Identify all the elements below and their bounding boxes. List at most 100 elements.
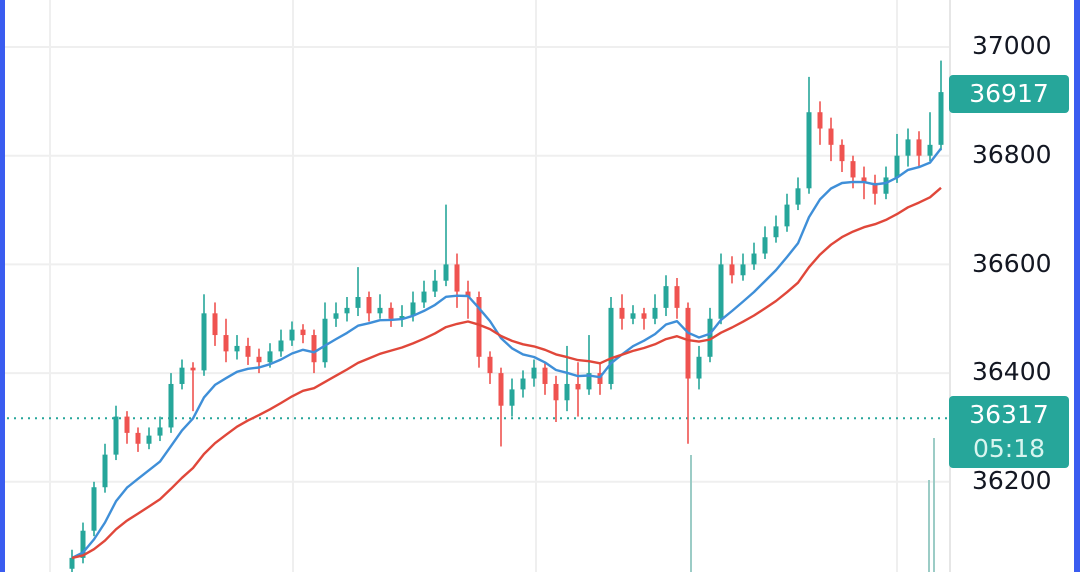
candle xyxy=(641,307,647,330)
candle-body xyxy=(410,302,416,317)
candle xyxy=(91,481,97,537)
candle-body xyxy=(894,155,900,178)
candle xyxy=(168,373,174,433)
candle xyxy=(553,375,559,423)
candle-body xyxy=(113,416,119,455)
candle-body xyxy=(542,367,548,384)
candle-body xyxy=(344,307,350,314)
candle-body xyxy=(509,389,515,406)
y-tick-label: 36200 xyxy=(972,466,1052,495)
candle xyxy=(839,139,845,173)
candle-body xyxy=(432,280,438,292)
candle xyxy=(344,297,350,322)
grid xyxy=(0,0,950,572)
candle xyxy=(597,362,603,395)
y-tick-label: 36800 xyxy=(972,140,1052,169)
candle-body xyxy=(740,264,746,276)
candle xyxy=(674,277,680,319)
candle-body xyxy=(201,313,207,371)
candle xyxy=(289,321,295,346)
candle-body xyxy=(619,307,625,319)
candle-body xyxy=(751,253,757,265)
candle xyxy=(69,549,75,572)
candle-body xyxy=(773,226,779,238)
candle-body xyxy=(707,318,713,357)
last-price-value: 36917 xyxy=(969,79,1049,108)
candle xyxy=(135,427,141,452)
candle-body xyxy=(476,297,482,357)
moving-averages xyxy=(71,147,942,560)
moving-average-fast-line xyxy=(71,147,942,559)
candle-body xyxy=(575,383,581,390)
candle-body xyxy=(883,177,889,194)
candle-body xyxy=(69,557,75,569)
candle-body xyxy=(597,373,603,384)
y-tick-label: 36600 xyxy=(972,249,1052,278)
candle-body xyxy=(487,356,493,374)
y-tick-label: 36400 xyxy=(972,357,1052,386)
candle xyxy=(817,101,823,145)
candle xyxy=(421,280,427,308)
candle xyxy=(300,324,306,344)
candle xyxy=(751,242,757,270)
candle-body xyxy=(300,329,306,336)
candle xyxy=(872,174,878,205)
candle xyxy=(762,226,768,259)
frame-border-left xyxy=(0,0,5,572)
candle-body xyxy=(102,454,108,488)
candle xyxy=(509,378,515,417)
candle xyxy=(784,193,790,232)
candle-body xyxy=(762,237,768,254)
candle xyxy=(355,267,361,317)
y-tick-label: 37000 xyxy=(972,31,1052,60)
candle-body xyxy=(256,356,262,363)
candle-body xyxy=(80,530,86,558)
candle xyxy=(652,294,658,325)
candle-body xyxy=(828,128,834,145)
candle xyxy=(542,362,548,395)
candle-body xyxy=(927,144,933,156)
candle xyxy=(399,305,405,327)
candle-body xyxy=(564,383,570,401)
candle xyxy=(487,351,493,384)
candle xyxy=(377,294,383,319)
candle-body xyxy=(179,367,185,384)
candle-body xyxy=(498,373,504,406)
candle xyxy=(586,335,592,395)
candle-body xyxy=(234,345,240,352)
candle xyxy=(465,280,471,319)
candle xyxy=(124,411,130,444)
candle-body xyxy=(91,487,97,531)
candle-body xyxy=(685,307,691,379)
candle-body xyxy=(135,432,141,444)
candle xyxy=(476,291,482,368)
candle xyxy=(916,131,922,167)
candle-body xyxy=(553,383,559,401)
candle xyxy=(927,112,933,162)
candle-body xyxy=(905,139,911,156)
candle-body xyxy=(850,161,856,178)
candle xyxy=(190,362,196,412)
candle-body xyxy=(278,340,284,352)
candle xyxy=(212,302,218,346)
candle-body xyxy=(124,416,130,433)
candle xyxy=(113,405,119,461)
candle xyxy=(80,522,86,564)
candle-body xyxy=(157,427,163,436)
candle-body xyxy=(377,307,383,314)
reference-price-value: 36317 xyxy=(969,400,1049,429)
candle xyxy=(322,302,328,368)
candle-body xyxy=(916,139,922,156)
candle-body xyxy=(388,307,394,319)
candle xyxy=(850,155,856,189)
candle-body xyxy=(454,264,460,292)
candle xyxy=(201,294,207,376)
candle-body xyxy=(531,367,537,379)
candle xyxy=(531,359,537,387)
candle-body xyxy=(641,313,647,319)
candle xyxy=(828,117,834,162)
candle-body xyxy=(333,313,339,319)
candle-body xyxy=(421,291,427,303)
